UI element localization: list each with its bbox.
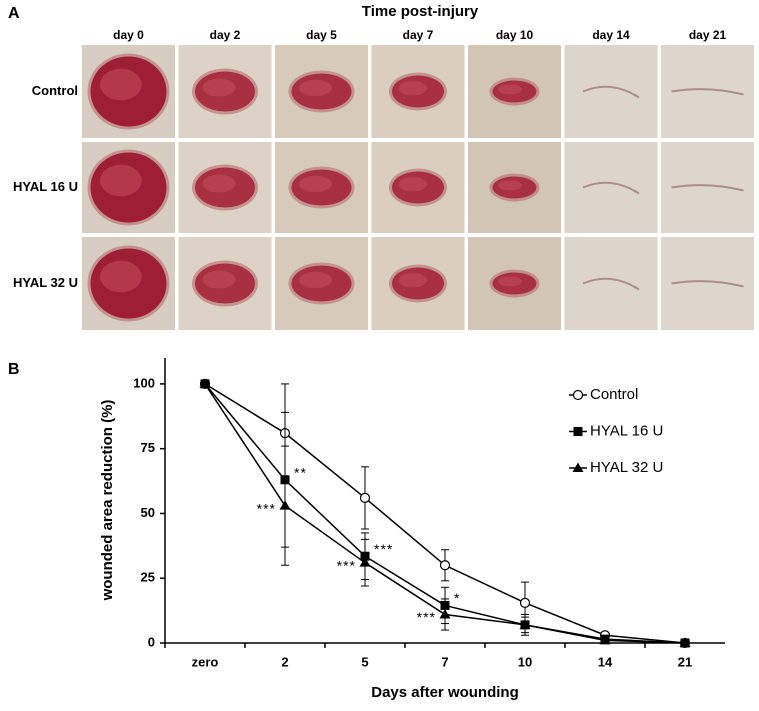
significance-label: *** bbox=[417, 609, 436, 625]
wound-shine bbox=[398, 81, 428, 96]
photo bbox=[564, 142, 658, 233]
data-point bbox=[199, 378, 211, 388]
scar bbox=[671, 88, 744, 96]
y-tick-label: 75 bbox=[141, 440, 155, 455]
scar bbox=[582, 181, 640, 195]
significance-label: *** bbox=[337, 557, 356, 573]
day-label: day 7 bbox=[403, 28, 434, 42]
scar bbox=[582, 85, 640, 99]
y-tick-label: 25 bbox=[141, 570, 155, 585]
x-tick-label: 7 bbox=[441, 654, 448, 669]
day-label: day 10 bbox=[496, 28, 534, 42]
data-point bbox=[279, 500, 291, 510]
data-point bbox=[439, 560, 451, 571]
panel-title: Time post-injury bbox=[362, 3, 479, 20]
y-axis-title: wounded area reduction (%) bbox=[99, 400, 116, 602]
x-tick-label: 10 bbox=[518, 654, 532, 669]
group-label: Control bbox=[32, 83, 78, 98]
wound-shine bbox=[398, 177, 428, 192]
photo bbox=[564, 237, 658, 330]
data-point bbox=[679, 637, 691, 647]
wound-shine bbox=[498, 276, 523, 287]
wound-shine bbox=[398, 273, 428, 288]
significance-label: *** bbox=[257, 500, 276, 516]
legend-marker bbox=[573, 427, 583, 436]
wound-shine bbox=[299, 79, 332, 96]
x-tick-label: 14 bbox=[598, 654, 613, 669]
scar bbox=[671, 280, 744, 288]
group-label: HYAL 32 U bbox=[13, 275, 78, 290]
x-axis-title: Days after wounding bbox=[371, 684, 519, 701]
wound-shine bbox=[498, 180, 523, 191]
x-tick-label: zero bbox=[192, 654, 219, 669]
significance-label: * bbox=[454, 590, 460, 606]
legend-marker bbox=[572, 389, 584, 401]
legend-marker bbox=[572, 462, 584, 472]
photo-grid: day 0 day 2 day 5 day 7 day 10 day 14 day 21 Co… bbox=[13, 28, 754, 330]
wound-shine bbox=[498, 84, 523, 95]
scar bbox=[582, 277, 640, 291]
legend-label: HYAL 16 U bbox=[590, 422, 663, 439]
x-tick-label: 2 bbox=[281, 654, 288, 669]
wound-shine bbox=[299, 271, 332, 288]
legend-label: Control bbox=[590, 386, 638, 403]
legend-label: HYAL 32 U bbox=[590, 459, 663, 476]
wound-shine bbox=[202, 270, 236, 289]
data-point bbox=[359, 557, 371, 567]
wound-shine bbox=[299, 175, 332, 192]
scar bbox=[671, 184, 744, 192]
x-tick-label: 21 bbox=[678, 654, 692, 669]
wound-shine bbox=[100, 260, 142, 293]
day-label: day 5 bbox=[306, 28, 337, 42]
photo bbox=[564, 45, 658, 138]
y-tick-label: 50 bbox=[141, 505, 155, 520]
data-point bbox=[519, 619, 531, 629]
significance-label: ** bbox=[294, 464, 307, 480]
day-label: day 0 bbox=[113, 28, 144, 42]
panel-label: A bbox=[8, 5, 20, 22]
wound-shine bbox=[202, 78, 236, 97]
data-point bbox=[359, 492, 371, 504]
day-label: day 21 bbox=[689, 28, 727, 42]
data-point bbox=[439, 609, 451, 619]
x-tick-label: 5 bbox=[361, 654, 368, 669]
y-tick-label: 100 bbox=[133, 375, 155, 390]
wound-shine bbox=[100, 164, 142, 197]
day-label: day 14 bbox=[592, 28, 630, 42]
wound-shine bbox=[100, 68, 142, 101]
significance-label: *** bbox=[374, 541, 393, 557]
y-tick-label: 0 bbox=[148, 634, 155, 649]
day-label: day 2 bbox=[210, 28, 241, 42]
panel-label: B bbox=[8, 361, 20, 378]
group-label: HYAL 16 U bbox=[13, 179, 78, 194]
wound-shine bbox=[202, 174, 236, 193]
data-point bbox=[599, 634, 611, 645]
data-point bbox=[519, 597, 531, 608]
